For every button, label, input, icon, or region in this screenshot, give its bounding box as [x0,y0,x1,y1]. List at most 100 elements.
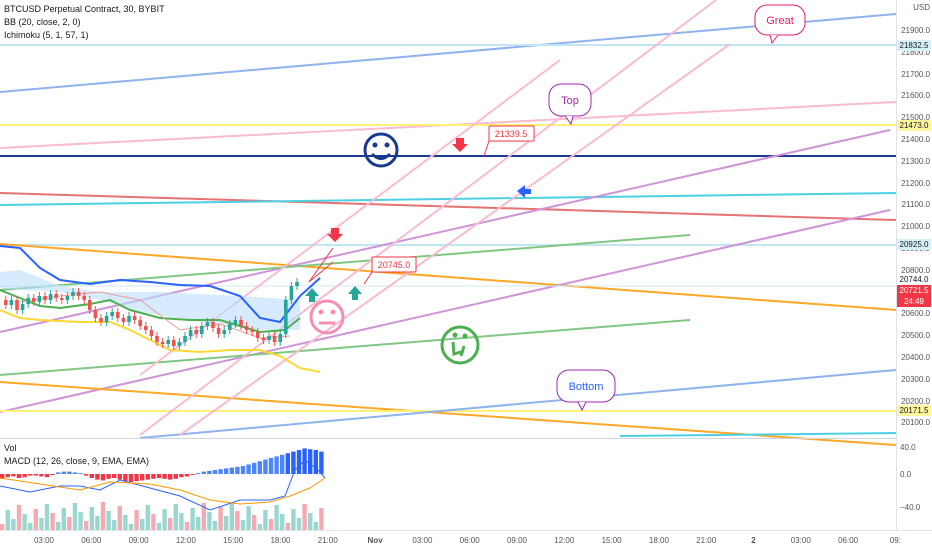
time-label: 18:00 [270,536,291,545]
candle-body [194,330,198,334]
volume-bar [28,523,33,530]
macd-histogram-bar [196,473,201,475]
pane-separator[interactable] [0,438,896,439]
candle-body [172,340,176,346]
smiley-happy-icon[interactable] [363,132,399,168]
candle-body [211,322,215,328]
candle-body [183,336,187,342]
time-axis[interactable]: 03:00 06:00 09:00 12:00 15:00 18:00 21:00 Nov 03… [0,530,932,551]
candle-body [188,330,193,336]
volume-bar [145,505,150,530]
macd-histogram-bar [61,471,66,474]
candle-body [295,282,299,286]
macd-histogram-bar [22,474,27,478]
macd-histogram-bar [140,474,145,481]
volume-bar [302,504,307,530]
price-tick: 21800.0 [901,47,930,57]
left-arrow-marker-icon [517,185,531,198]
macd-histogram-bar [123,474,128,482]
macd-histogram-bar [212,470,218,474]
price-tick: 21200.0 [901,178,930,188]
candle-body [155,336,159,342]
candle-body [250,330,254,332]
callout-bottom[interactable]: Bottom [556,369,616,412]
vol-legend[interactable]: Vol [4,443,17,453]
macd-histogram-bar [39,474,44,477]
macd-histogram-bar [134,474,139,482]
volume-bar [89,507,94,530]
volume-bar [61,508,66,530]
volume-bar [218,507,223,530]
candle-body [166,340,170,344]
macd-histogram-bar [173,474,178,479]
price-tick: 20600.0 [901,309,930,319]
volume-bar [162,509,167,530]
price-tag: 20171.5 [897,405,931,416]
candle-body [65,296,70,300]
channel-pink-3 [179,43,731,436]
candle-body [160,342,165,344]
price-label-21339[interactable]: 21339.5 [483,125,535,157]
trendline-cyan [0,192,897,206]
smiley-neutral-icon[interactable] [309,299,345,335]
candle-body [177,342,182,346]
price-tag: 21473.0 [897,120,931,131]
ichimoku-legend[interactable]: Ichimoku (5, 1, 57, 1) [4,30,89,40]
macd-histogram-bar [5,474,10,478]
macd-histogram-bar [50,474,55,475]
candle-body [4,300,8,305]
trendline-orange-upper [0,243,897,311]
volume-bar [308,513,313,530]
smiley-wry-icon[interactable] [440,325,480,365]
volume-bar [78,512,83,530]
price-tick: 20100.0 [901,418,930,428]
time-label: 03:00 [790,536,811,545]
volume-bar [319,508,324,530]
candle-body [267,336,271,340]
volume-bar [156,523,162,530]
macd-legend[interactable]: MACD (12, 26, close, 9, EMA, EMA) [4,456,150,466]
volume-bar [207,512,212,530]
candle-body [127,316,131,322]
macd-histogram-bar [274,456,279,474]
time-label: 03:00 [33,536,55,545]
trendline-red [0,192,897,221]
svg-text:21339.5: 21339.5 [495,129,528,139]
volume-bar [106,511,111,530]
volume-bar [224,516,229,530]
candle-body [222,330,226,334]
price-tick: 21100.0 [901,200,930,210]
candle-body [32,298,36,302]
volume-bar [56,522,61,530]
volume-bar [190,508,195,530]
symbol-legend[interactable]: BTCUSD Perpetual Contract, 30, BYBIT [4,4,165,14]
candle-body [272,336,277,342]
macd-histogram-bar [184,474,190,477]
callout-top[interactable]: Top [548,83,592,126]
macd-tick: 40.0 [900,443,916,452]
candle-body [121,318,126,322]
volume-bar [33,509,38,530]
volume-bar [274,505,279,530]
price-tick: 20500.0 [901,331,930,341]
volume-bar [5,510,10,530]
bb-upper-line [0,245,321,324]
conversion-line [19,291,291,339]
candle-body [82,296,86,300]
time-label: Nov [367,536,383,545]
volume-bar [134,510,139,530]
callout-great[interactable]: Great [754,4,806,45]
candle-body [71,292,75,296]
price-label-20745[interactable]: 20745.0 [363,256,417,285]
price-range-arrow [308,247,334,283]
trendline-green-lower [0,319,691,376]
volume-bar [201,503,206,530]
price-tag: 24:49 [897,296,931,307]
candle-body [37,296,42,302]
time-label: 09:00 [128,536,149,545]
volume-bar [84,521,89,530]
bb-legend[interactable]: BB (20, close, 2, 0) [4,17,81,27]
macd-pane [0,448,324,530]
volume-bar [313,522,318,530]
